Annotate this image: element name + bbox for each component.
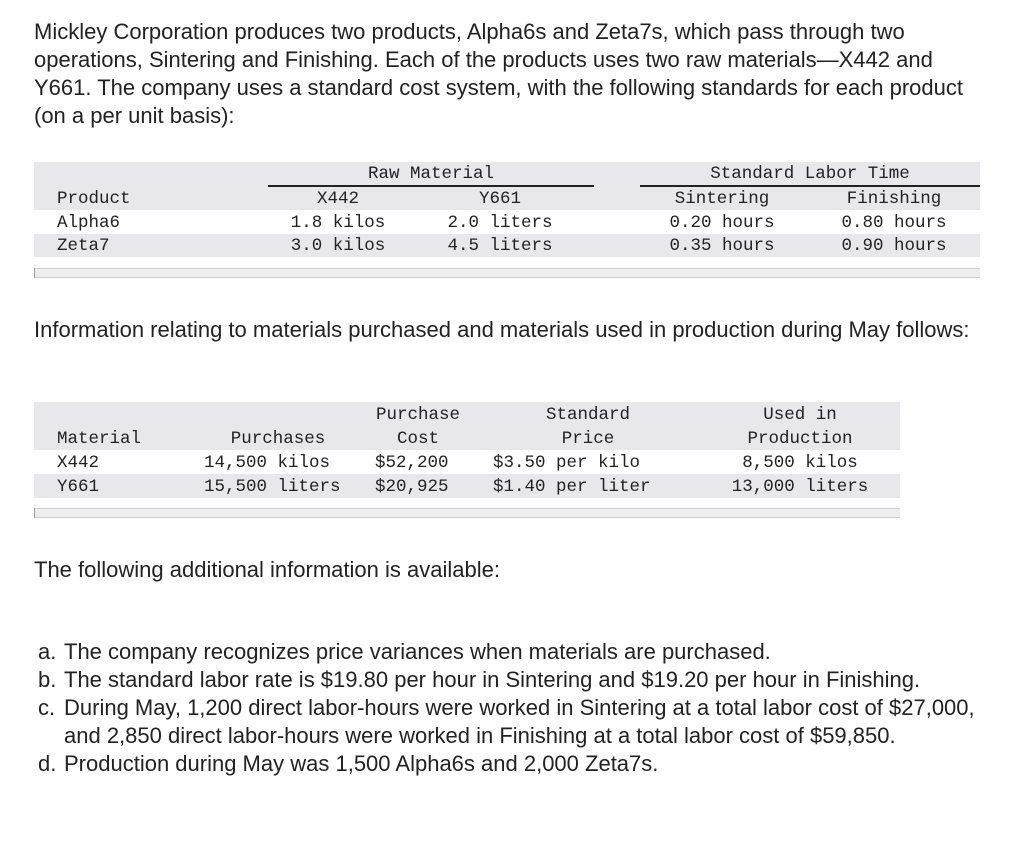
table-row-alpha6-product: Alpha6 — [57, 213, 121, 233]
group-rule-raw — [268, 185, 594, 187]
list-item-label: d. — [38, 751, 57, 776]
col-header-sintering: Sintering — [674, 189, 770, 209]
table-cell: 0.35 hours — [669, 236, 775, 256]
list-item-label: c. — [38, 695, 56, 720]
horizontal-scrollbar[interactable] — [34, 268, 980, 278]
col-header-used-in-top: Used in — [763, 405, 837, 425]
group-rule-labor — [640, 185, 980, 187]
additional-info-list: a. The company recognizes price variance… — [38, 638, 998, 778]
table-cell: 1.8 kilos — [290, 213, 386, 233]
horizontal-scrollbar[interactable] — [34, 508, 900, 518]
table-cell: 0.90 hours — [841, 236, 947, 256]
col-header-purchases: Purchases — [230, 429, 326, 449]
intro-paragraph: Mickley Corporation produces two product… — [34, 19, 963, 128]
table-cell: 14,500 kilos — [204, 453, 331, 473]
list-item: d. Production during May was 1,500 Alpha… — [38, 750, 998, 778]
table-row-x442-material: X442 — [57, 453, 100, 473]
col-header-standard-top: Standard — [545, 405, 630, 425]
table-cell: $20,925 — [375, 477, 449, 497]
materials-table: Purchase Standard Used in Material Purch… — [34, 402, 900, 518]
table-cell: 13,000 liters — [731, 477, 869, 497]
list-item: a. The company recognizes price variance… — [38, 638, 998, 666]
table-cell: 2.0 liters — [447, 213, 553, 233]
col-header-material: Material — [57, 429, 142, 449]
col-header-finishing: Finishing — [846, 189, 942, 209]
col-header-cost: Cost — [396, 429, 439, 449]
col-header-product: Product — [57, 189, 131, 209]
table-cell: $52,200 — [375, 453, 449, 473]
standards-table: Raw Material Standard Labor Time Product… — [0, 0, 1024, 300]
table-cell: 15,500 liters — [204, 477, 341, 497]
col-header-x442: X442 — [316, 189, 359, 209]
table-cell: 8,500 kilos — [742, 453, 858, 473]
table-row-band — [34, 234, 980, 257]
list-item-label: a. — [38, 639, 57, 664]
col-header-price: Price — [561, 429, 615, 449]
additional-info-paragraph: The following additional information is … — [34, 557, 500, 582]
table-header-band — [34, 402, 900, 450]
col-header-y661: Y661 — [478, 189, 521, 209]
list-item-text: During May, 1,200 direct labor-hours wer… — [64, 695, 975, 748]
col-header-purchase-top: Purchase — [375, 405, 460, 425]
info-paragraph: Information relating to materials purcha… — [34, 317, 970, 342]
list-item-text: Production during May was 1,500 Alpha6s … — [64, 751, 659, 776]
group-header-labor-time: Standard Labor Time — [710, 164, 910, 184]
list-item-text: The standard labor rate is $19.80 per ho… — [64, 667, 921, 692]
table-row-band — [34, 474, 900, 498]
table-row-zeta7-product: Zeta7 — [57, 236, 110, 256]
group-header-raw-material: Raw Material — [367, 164, 495, 184]
table-cell: 0.20 hours — [669, 213, 775, 233]
list-item-text: The company recognizes price variances w… — [64, 639, 771, 664]
list-item: b. The standard labor rate is $19.80 per… — [38, 666, 998, 694]
table-cell: 0.80 hours — [841, 213, 947, 233]
list-item-label: b. — [38, 667, 57, 692]
table-cell: 3.0 kilos — [290, 236, 386, 256]
table-cell: 4.5 liters — [447, 236, 553, 256]
list-item: c. During May, 1,200 direct labor-hours … — [38, 694, 998, 750]
table-cell: $1.40 per liter — [493, 477, 651, 497]
col-header-production: Production — [747, 429, 853, 449]
table-row-y661-material: Y661 — [57, 477, 100, 497]
table-cell: $3.50 per kilo — [493, 453, 641, 473]
